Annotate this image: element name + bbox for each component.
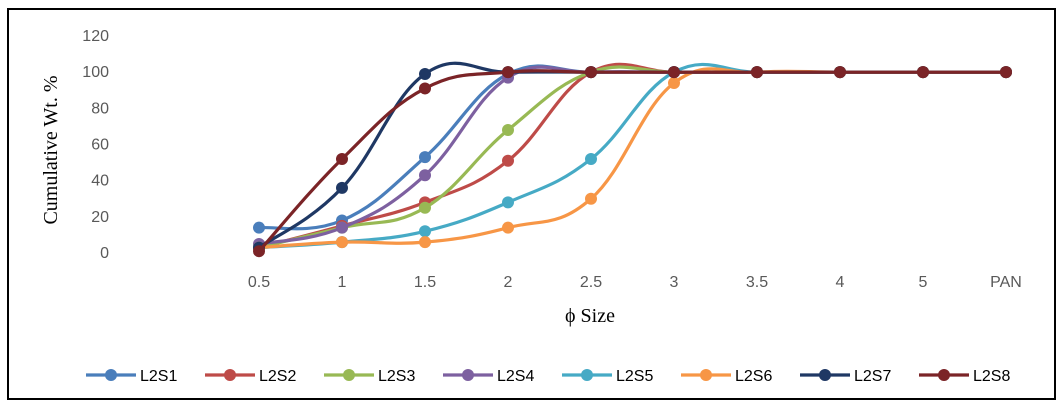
x-tick-label: 3.5 [746,274,768,291]
legend-marker [819,369,831,381]
y-axis-ticks: 0 20 40 60 80 100 120 [82,28,109,262]
data-point [668,77,680,90]
x-tick-label: 2.5 [580,274,602,291]
data-point [502,66,514,79]
y-tick-label: 20 [91,209,109,226]
data-point [336,236,348,249]
legend-marker [700,369,712,381]
x-tick-label: 1 [338,274,347,291]
series-l2s8 [253,66,1012,258]
data-point [585,152,597,165]
legend-marker [581,369,593,381]
legend-marker [938,369,950,381]
series-l2s6 [253,66,1012,254]
data-point [419,82,431,95]
data-point [502,196,514,209]
legend-marker [462,369,474,381]
data-point [585,66,597,79]
data-point [834,66,846,79]
data-point [419,169,431,182]
y-axis-title: Cumulative Wt. % [40,75,62,224]
legend-item-l2s6: L2S6 [681,368,772,385]
series-line [257,67,1008,250]
series-line [257,69,1008,253]
data-point [336,181,348,194]
x-tick-label: 5 [919,274,928,291]
x-axis-ticks: 0.5 1 1.5 2 2.5 3 3.5 4 5 PAN [248,274,1022,291]
legend-item-l2s5: L2S5 [562,368,653,385]
legend-marker [105,369,117,381]
data-point [336,152,348,165]
legend-label: L2S6 [735,368,772,385]
x-tick-label: 3 [670,274,679,291]
data-point [1000,66,1012,79]
data-point [419,67,431,80]
legend-label: L2S7 [854,368,891,385]
y-tick-label: 60 [91,137,109,154]
x-axis-title: ϕ Size [565,305,615,327]
y-tick-label: 100 [82,64,109,81]
x-tick-label: PAN [990,274,1022,291]
legend-item-l2s8: L2S8 [919,368,1010,385]
y-tick-label: 0 [100,245,109,262]
data-point [917,66,929,79]
legend-item-l2s2: L2S2 [205,368,296,385]
chart-frame: 0 20 40 60 80 100 120 0.5 1 1.5 2 2.5 3 3.5 4 5 PAN ϕ S… [7,8,1056,400]
data-point [419,236,431,249]
data-point [585,192,597,205]
legend-label: L2S5 [616,368,653,385]
series-l2s3 [253,65,1012,254]
legend-item-l2s3: L2S3 [324,368,415,385]
x-tick-label: 4 [836,274,845,291]
data-point [336,221,348,234]
data-point [253,245,265,258]
x-tick-label: 1.5 [414,274,436,291]
data-point [253,221,265,234]
y-tick-label: 120 [82,28,109,45]
legend-label: L2S1 [140,368,177,385]
legend-marker [224,369,236,381]
legend-item-l2s4: L2S4 [443,368,534,385]
legend-item-l2s1: L2S1 [86,368,177,385]
plot-area [253,61,1012,258]
y-tick-label: 40 [91,173,109,190]
series-line [257,62,1008,250]
legend-label: L2S2 [259,368,296,385]
line-chart: 0 20 40 60 80 100 120 0.5 1 1.5 2 2.5 3 3.5 4 5 PAN ϕ S… [40,28,1022,385]
legend-label: L2S4 [497,368,534,385]
data-point [502,221,514,234]
legend-marker [343,369,355,381]
data-point [419,151,431,164]
data-point [751,66,763,79]
data-point [419,225,431,238]
data-point [419,201,431,214]
data-point [668,66,680,79]
series-l2s1 [253,64,1012,234]
legend-item-l2s7: L2S7 [800,368,891,385]
data-point [502,154,514,167]
x-tick-label: 0.5 [248,274,270,291]
x-tick-label: 2 [504,274,513,291]
y-tick-label: 80 [91,100,109,117]
series-line [257,65,1008,250]
data-point [502,124,514,137]
legend: L2S1 L2S2 L2S3 L2S4 L2S5 L2S6 L2S7 L2S8 [86,368,1010,385]
legend-label: L2S8 [973,368,1010,385]
legend-label: L2S3 [378,368,415,385]
